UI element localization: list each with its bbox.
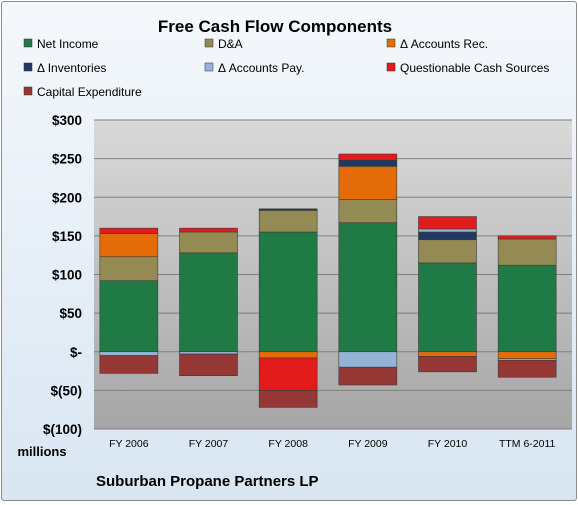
bar-delta-accounts-rec xyxy=(338,166,398,200)
chart: Free Cash Flow Components Net Income D&A Δ… xyxy=(17,17,572,490)
bar-capital-expenditure xyxy=(497,359,557,378)
legend: Net Income D&A Δ Accounts Rec. Δ Inventorie… xyxy=(23,37,549,99)
legend-swatch-danda xyxy=(204,38,214,48)
y-axis: $(100) $(50) $- $50 $100 $150 $200 $250 $300 xyxy=(43,113,82,437)
units-label: millions xyxy=(17,444,66,459)
bar-delta-accounts-rec xyxy=(99,233,159,258)
bar-net-income xyxy=(338,222,398,353)
x-tick-label: FY 2010 xyxy=(428,438,468,450)
bar-questionable-cash-sources xyxy=(338,153,398,161)
bar-capital-expenditure xyxy=(99,355,159,374)
y-tick-label: $- xyxy=(70,345,82,360)
bar-danda xyxy=(179,231,238,254)
x-axis: FY 2006 FY 2007 FY 2008 FY 2009 FY 2010 TTM 6… xyxy=(109,438,555,450)
bar-capital-expenditure xyxy=(418,356,477,373)
bar-net-income xyxy=(99,280,159,353)
bar-delta-accounts-pay xyxy=(179,351,238,355)
bar-delta-accounts-rec xyxy=(258,351,318,359)
legend-swatch-capital-expenditure xyxy=(23,86,33,96)
bar-questionable-cash-sources xyxy=(99,227,159,234)
bar-danda xyxy=(258,210,318,233)
bar-danda xyxy=(418,239,477,264)
bar-questionable-cash-sources xyxy=(418,216,477,230)
legend-label-delta-accounts-pay: Δ Accounts Pay. xyxy=(218,61,305,75)
bar-questionable-cash-sources xyxy=(497,235,557,240)
legend-label-questionable-cash-sources: Questionable Cash Sources xyxy=(400,61,549,75)
y-tick-label: $200 xyxy=(52,190,82,205)
y-tick-label: $150 xyxy=(52,229,82,244)
bar-capital-expenditure xyxy=(179,353,238,376)
chart-title: Free Cash Flow Components xyxy=(158,17,392,36)
x-tick-label: FY 2008 xyxy=(268,438,308,450)
x-tick-label: FY 2009 xyxy=(348,438,388,450)
bar-danda xyxy=(338,199,398,224)
legend-label-danda: D&A xyxy=(218,37,243,51)
bar-delta-accounts-pay xyxy=(338,351,398,368)
y-tick-label: $300 xyxy=(52,113,82,128)
y-tick-label: $100 xyxy=(52,268,82,283)
legend-label-delta-accounts-rec: Δ Accounts Rec. xyxy=(400,37,488,51)
bar-delta-accounts-pay xyxy=(418,228,477,233)
legend-label-delta-inventories: Δ Inventories xyxy=(37,61,106,75)
bar-questionable-cash-sources xyxy=(179,227,238,233)
bar-danda xyxy=(497,238,557,266)
x-tick-label: FY 2006 xyxy=(109,438,149,450)
bar-delta-accounts-rec xyxy=(418,351,477,357)
legend-swatch-delta-accounts-rec xyxy=(386,38,396,48)
legend-swatch-questionable-cash-sources xyxy=(386,62,396,72)
x-tick-label: FY 2007 xyxy=(189,438,229,450)
y-tick-label: $(50) xyxy=(50,383,82,398)
bar-delta-accounts-rec xyxy=(497,351,557,360)
bar-delta-inventories xyxy=(258,208,318,211)
bar-capital-expenditure xyxy=(338,366,398,386)
bar-danda xyxy=(99,256,159,281)
bar-questionable-cash-sources xyxy=(258,357,318,391)
legend-label-net-income: Net Income xyxy=(37,37,99,51)
bar-delta-inventories xyxy=(418,231,477,241)
y-tick-label: $250 xyxy=(52,152,82,167)
bars xyxy=(99,153,557,408)
chart-subtitle: Suburban Propane Partners LP xyxy=(96,473,319,490)
legend-swatch-delta-accounts-pay xyxy=(204,62,214,72)
bar-delta-accounts-pay xyxy=(99,351,159,356)
legend-swatch-net-income xyxy=(23,38,33,48)
bar-net-income xyxy=(418,262,477,353)
bar-net-income xyxy=(497,264,557,353)
x-tick-label: TTM 6-2011 xyxy=(499,438,556,450)
bar-net-income xyxy=(179,252,238,353)
gridlines xyxy=(94,119,572,430)
y-tick-label: $(100) xyxy=(43,422,82,437)
legend-label-capital-expenditure: Capital Expenditure xyxy=(37,85,142,99)
bar-delta-inventories xyxy=(338,159,398,167)
y-tick-label: $50 xyxy=(59,306,82,321)
bar-net-income xyxy=(258,231,318,353)
legend-swatch-delta-inventories xyxy=(23,62,33,72)
bar-capital-expenditure xyxy=(258,390,318,408)
